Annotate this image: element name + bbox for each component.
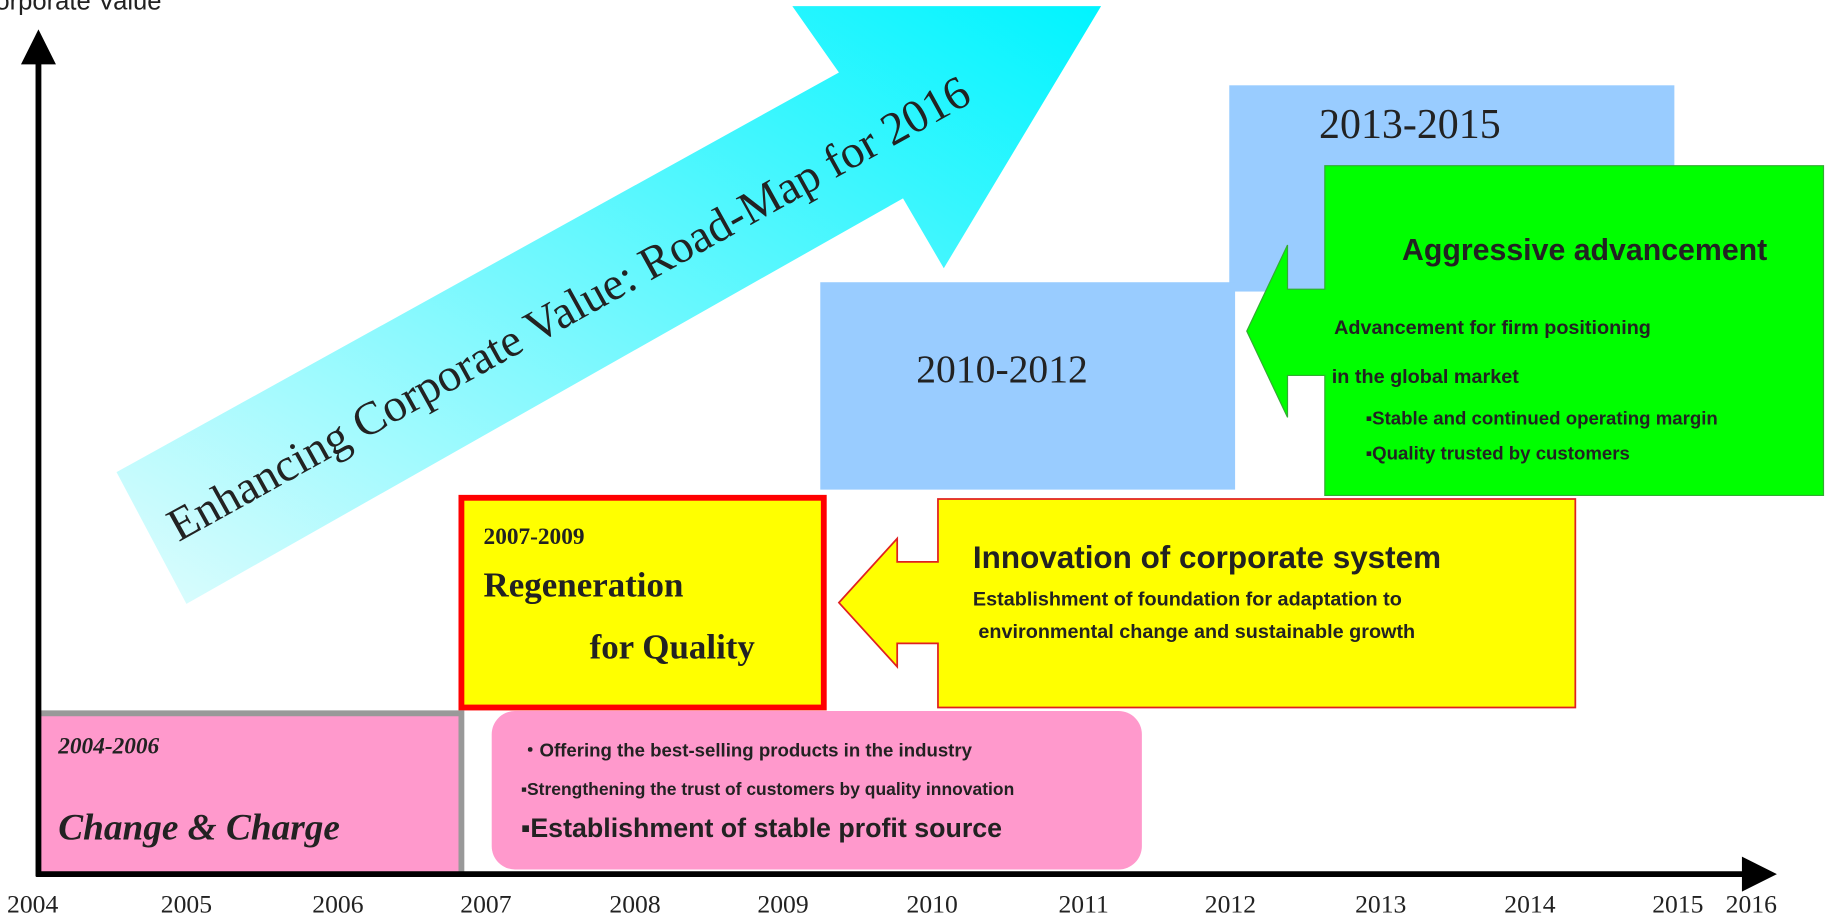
year-label: 2015 (1652, 890, 1703, 919)
year-label: 2009 (757, 890, 808, 919)
period-label: 2010-2012 (916, 347, 1088, 391)
aggressive-bullet: ▪Quality trusted by customers (1366, 443, 1630, 464)
year-labels: 2004 2005 2006 2007 2008 2009 2010 2011 2012 2013… (7, 890, 1777, 919)
y-axis-arrow (20, 29, 56, 65)
x-axis-arrow (1741, 856, 1777, 892)
year-label: 2014 (1504, 890, 1555, 919)
innovation-arrow-box (837, 498, 1577, 709)
quality-point: ▪Strengthening the trust of customers by… (521, 779, 1014, 799)
period-border (40, 710, 465, 875)
aggressive-title: Aggressive advancement (1402, 234, 1767, 267)
period-years: 2007-2009 (484, 524, 585, 550)
year-label: 2005 (161, 890, 212, 919)
year-label: 2012 (1205, 890, 1256, 919)
roadmap-arrow (116, 6, 1102, 604)
quality-point: ▪Establishment of stable profit source (521, 813, 1002, 843)
period-title: for Quality (590, 627, 756, 666)
y-axis-label: orporate Value (0, 0, 162, 15)
year-label: 2010 (907, 890, 958, 919)
year-label: 2007 (460, 890, 511, 919)
aggressive-bullet: ▪Stable and continued operating margin (1366, 408, 1718, 429)
quality-box (491, 711, 1142, 870)
quality-point: ・Offering the best-selling products in t… (521, 740, 973, 761)
period-title: Change & Charge (58, 808, 340, 849)
period-2004-box (40, 713, 462, 875)
year-label: 2013 (1355, 890, 1406, 919)
year-label: 2004 (7, 890, 58, 919)
aggressive-line: Advancement for firm positioning (1334, 317, 1651, 339)
year-label: 2008 (609, 890, 660, 919)
year-label: 2011 (1058, 890, 1108, 919)
period-years: 2004-2006 (57, 734, 159, 760)
period-title: Regeneration (484, 566, 684, 605)
year-label: 2006 (312, 890, 363, 919)
innovation-title: Innovation of corporate system (973, 540, 1441, 575)
aggressive-arrow-box (1246, 165, 1825, 497)
period-label: 2013-2015 (1319, 102, 1501, 148)
aggressive-line: in the global market (1332, 366, 1519, 388)
period-box (820, 282, 1236, 490)
period-2007-box (458, 494, 827, 711)
year-label: 2016 (1726, 890, 1777, 919)
innovation-line: environmental change and sustainable gro… (973, 621, 1415, 643)
innovation-line: Establishment of foundation for adaptati… (973, 589, 1402, 611)
